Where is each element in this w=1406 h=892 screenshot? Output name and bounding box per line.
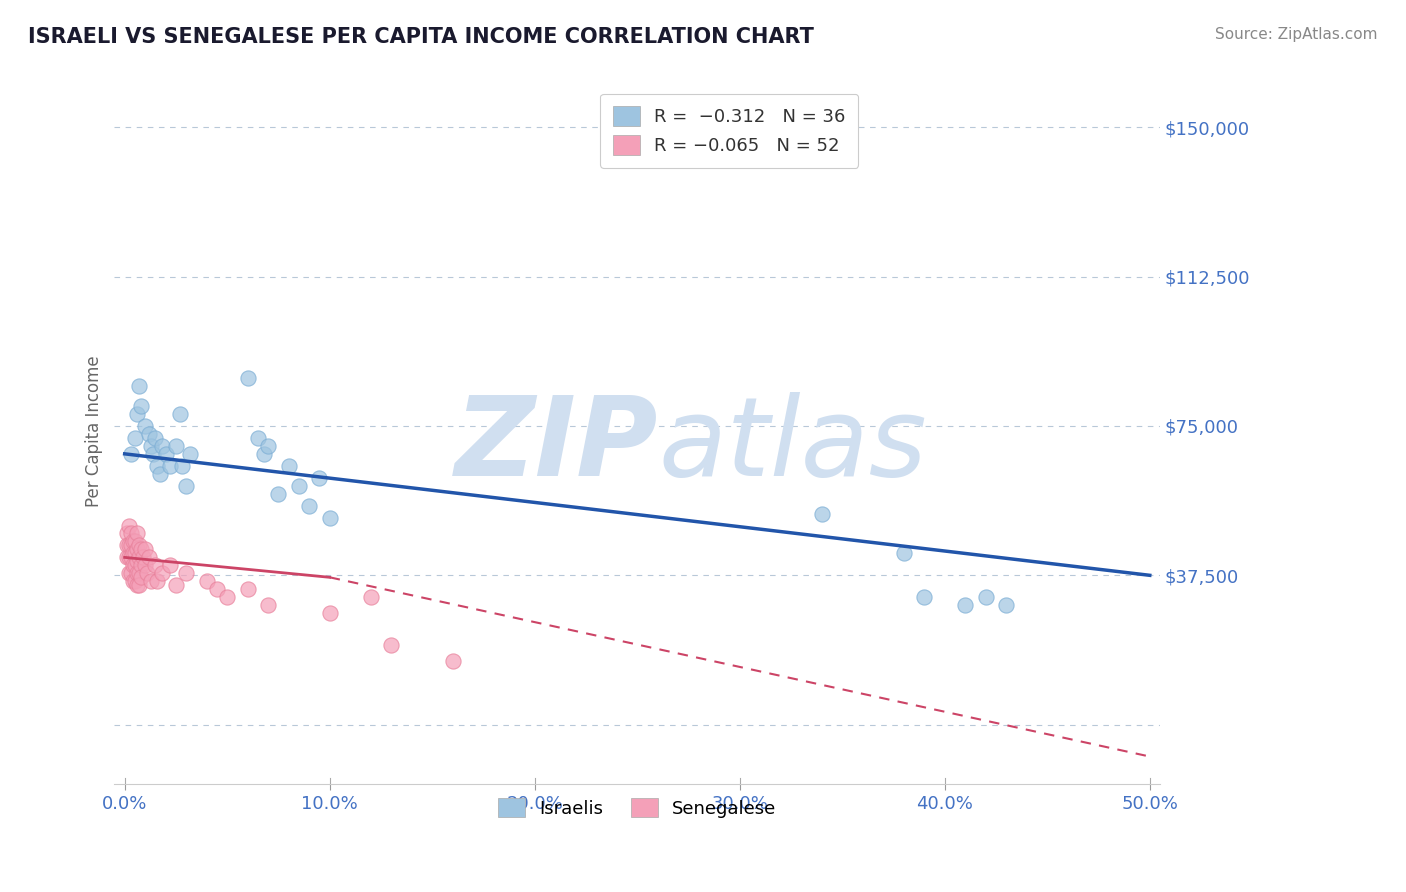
Y-axis label: Per Capita Income: Per Capita Income — [86, 355, 103, 507]
Point — [893, 546, 915, 560]
Point — [195, 574, 218, 589]
Point — [136, 566, 159, 581]
Point — [995, 598, 1018, 612]
Point — [148, 467, 170, 481]
Legend: Israelis, Senegalese: Israelis, Senegalese — [491, 791, 783, 825]
Point — [129, 558, 152, 573]
Point — [141, 574, 163, 589]
Point — [955, 598, 977, 612]
Text: atlas: atlas — [658, 392, 927, 499]
Point — [159, 458, 181, 473]
Point — [121, 558, 143, 573]
Point — [179, 447, 201, 461]
Point — [146, 574, 169, 589]
Point — [121, 546, 143, 560]
Point — [257, 598, 280, 612]
Text: ZIP: ZIP — [454, 392, 658, 499]
Point — [150, 439, 173, 453]
Point — [125, 554, 148, 568]
Point — [441, 654, 464, 668]
Point — [125, 526, 148, 541]
Point — [146, 458, 169, 473]
Point — [124, 431, 146, 445]
Point — [170, 458, 193, 473]
Point — [128, 566, 150, 581]
Point — [138, 550, 160, 565]
Point — [118, 538, 141, 552]
Point — [288, 479, 311, 493]
Point — [174, 479, 197, 493]
Point — [134, 419, 156, 434]
Point — [125, 578, 148, 592]
Point — [121, 574, 143, 589]
Point — [124, 574, 146, 589]
Point — [145, 431, 167, 445]
Point — [165, 439, 187, 453]
Point — [138, 426, 160, 441]
Point — [912, 591, 935, 605]
Text: ISRAELI VS SENEGALESE PER CAPITA INCOME CORRELATION CHART: ISRAELI VS SENEGALESE PER CAPITA INCOME … — [28, 27, 814, 46]
Point — [120, 447, 142, 461]
Point — [308, 471, 330, 485]
Point — [124, 558, 146, 573]
Point — [118, 566, 141, 581]
Point — [236, 371, 259, 385]
Point — [118, 518, 141, 533]
Point — [150, 566, 173, 581]
Point — [236, 582, 259, 597]
Point — [129, 542, 152, 557]
Point — [121, 534, 143, 549]
Point — [129, 399, 152, 413]
Point — [128, 550, 150, 565]
Point — [118, 550, 141, 565]
Point — [318, 510, 340, 524]
Point — [142, 447, 165, 461]
Point — [217, 591, 239, 605]
Point — [174, 566, 197, 581]
Point — [120, 566, 142, 581]
Point — [298, 499, 321, 513]
Point — [129, 570, 152, 584]
Point — [134, 558, 156, 573]
Point — [128, 379, 150, 393]
Point — [124, 534, 146, 549]
Point — [257, 439, 280, 453]
Point — [128, 578, 150, 592]
Point — [165, 578, 187, 592]
Point — [128, 538, 150, 552]
Point — [120, 526, 142, 541]
Point — [974, 591, 997, 605]
Point — [169, 407, 191, 421]
Point — [132, 550, 155, 565]
Point — [124, 546, 146, 560]
Point — [115, 550, 138, 565]
Point — [253, 447, 276, 461]
Point — [810, 507, 832, 521]
Point — [125, 566, 148, 581]
Point — [145, 558, 167, 573]
Point — [205, 582, 228, 597]
Point — [318, 606, 340, 620]
Point — [115, 538, 138, 552]
Point — [134, 542, 156, 557]
Text: Source: ZipAtlas.com: Source: ZipAtlas.com — [1215, 27, 1378, 42]
Point — [277, 458, 299, 473]
Point — [120, 550, 142, 565]
Point — [360, 591, 382, 605]
Point — [120, 538, 142, 552]
Point — [380, 638, 402, 652]
Point — [125, 407, 148, 421]
Point — [115, 526, 138, 541]
Point — [155, 447, 177, 461]
Point — [267, 486, 290, 500]
Point — [246, 431, 269, 445]
Point — [159, 558, 181, 573]
Point — [141, 439, 163, 453]
Point — [125, 542, 148, 557]
